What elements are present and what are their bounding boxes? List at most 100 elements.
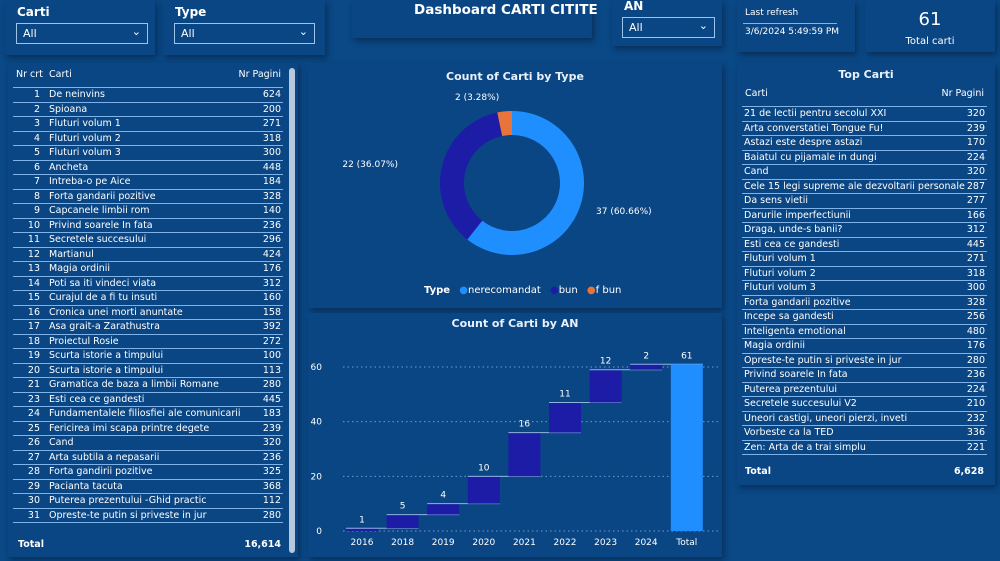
donut-slice-bun[interactable] (440, 112, 503, 240)
table-row[interactable]: Astazi este despre astazi 170 (742, 136, 987, 151)
table-row[interactable]: Incepe sa gandesti 256 (742, 310, 987, 325)
dropdown-value: All (181, 27, 195, 40)
legend-item-bun[interactable]: ●bun (549, 285, 578, 296)
type-dropdown[interactable]: All ⌄ (174, 23, 315, 44)
table-row[interactable]: 5 Fluturi volum 3 300 (13, 146, 283, 161)
bar-2018[interactable] (386, 514, 419, 529)
table-cell: Secretele succesului V2 (744, 398, 857, 409)
table-row[interactable]: Draga, unde-s banii? 312 (742, 223, 987, 238)
table-row[interactable]: Da sens vietii 277 (742, 194, 987, 209)
table-row[interactable]: Fluturi volum 1 271 (742, 252, 987, 267)
x-tick-label: 2021 (513, 538, 536, 548)
table-row[interactable]: 6 Ancheta 448 (13, 161, 283, 175)
table-row[interactable]: Vorbeste ca la TED 336 (742, 426, 987, 441)
scrollbar[interactable] (289, 68, 295, 553)
bar-Total[interactable] (670, 364, 703, 531)
an-dropdown[interactable]: All ⌄ (622, 17, 715, 38)
table-row[interactable]: 1 De neinvins 624 (13, 88, 283, 103)
table-row[interactable]: Opreste-te putin si priveste in jur 280 (742, 354, 987, 368)
table-row[interactable]: Magia ordinii 176 (742, 339, 987, 354)
bar-2022[interactable] (549, 402, 581, 433)
table-row[interactable]: 23 Esti cea ce gandesti 445 (13, 393, 283, 407)
table-cell: Draga, unde-s banii? (744, 224, 843, 235)
table-row[interactable]: Darurile imperfectiunii 166 (742, 209, 987, 223)
table-cell: Scurta istorie a timpului (49, 364, 164, 376)
slicer-label: Type (175, 5, 207, 19)
donut-slice-nerecomandat[interactable] (467, 111, 584, 256)
table-row[interactable]: Secretele succesului V2 210 (742, 397, 987, 412)
table-row[interactable]: 25 Fericirea imi scapa printre degete 239 (13, 422, 283, 436)
donut-slice-f-bun[interactable] (497, 111, 512, 137)
col-header-carti[interactable]: Carti (49, 69, 72, 80)
table-row[interactable]: 21 de lectii pentru secolul XXI 320 (742, 107, 987, 122)
legend-item-nerecomandat[interactable]: ●nerecomandat (459, 285, 541, 296)
table-row[interactable]: Arta converstatiei Tongue Fu! 239 (742, 122, 987, 136)
col-header-pagini[interactable]: Nr Pagini (238, 69, 282, 80)
x-tick-label: 2019 (432, 538, 455, 548)
table-row[interactable]: Esti cea ce gandesti 445 (742, 238, 987, 252)
legend-item-f-bun[interactable]: ●f bun (586, 285, 622, 296)
table-cell: 320 (262, 437, 281, 448)
table-row[interactable]: 16 Cronica unei morti anuntate 158 (13, 306, 283, 320)
bar-2023[interactable] (589, 369, 622, 403)
table-row[interactable]: 30 Puterea prezentului -Ghid practic 112 (13, 494, 283, 509)
x-tick-label: 2016 (351, 538, 374, 548)
table-row[interactable]: Forta gandarii pozitive 328 (742, 296, 987, 310)
table-row[interactable]: Baiatul cu pijamale in dungi 224 (742, 151, 987, 165)
table-cell: Scurta istorie a timpului (49, 350, 164, 361)
table-row[interactable]: 18 Proiectul Rosie 272 (13, 335, 283, 349)
table-row[interactable]: 9 Capcanele limbii rom 140 (13, 204, 283, 219)
table-cell: Curajul de a fi tu insuti (49, 292, 158, 303)
table-cell: Spioana (49, 103, 88, 115)
table-row[interactable]: Zen: Arta de a trai simplu 221 (742, 441, 987, 455)
table-row[interactable]: 28 Forta gandirii pozitive 325 (13, 465, 283, 480)
col-header-nr[interactable]: Nr crt (16, 69, 43, 80)
table-cell: Fluturi volum 3 (744, 282, 816, 293)
table-row[interactable]: Fluturi volum 2 318 (742, 267, 987, 281)
table-row[interactable]: 3 Fluturi volum 1 271 (13, 117, 283, 132)
table-row[interactable]: 13 Magia ordinii 176 (13, 262, 283, 277)
bar-2019[interactable] (427, 503, 460, 515)
carti-dropdown[interactable]: All ⌄ (16, 23, 148, 44)
table-cell: 236 (966, 369, 985, 380)
col-header-pagini[interactable]: Nr Pagini (941, 88, 985, 99)
table-row[interactable]: 27 Arta subtila a nepasarii 236 (13, 451, 283, 465)
table-row[interactable]: Cele 15 legi supreme ale dezvoltarii per… (742, 180, 987, 194)
table-row[interactable]: 10 Privind soarele In fata 236 (13, 219, 283, 233)
bar-2021[interactable] (508, 432, 541, 477)
table-row[interactable]: 24 Fundamentalele filiosfiei ale comunica… (13, 407, 283, 422)
data-label: 4 (440, 491, 446, 501)
type-donut-chart: Count of Carti by Type 37 (60.66%) 22 (36… (308, 63, 722, 308)
table-row[interactable]: 19 Scurta istorie a timpului 100 (13, 349, 283, 364)
table-cell: 300 (966, 282, 985, 293)
table-title: Top Carti (838, 68, 894, 81)
col-header-carti[interactable]: Carti (745, 88, 768, 99)
table-row[interactable]: 4 Fluturi volum 2 318 (13, 132, 283, 146)
table-row[interactable]: 14 Poti sa iti vindeci viata 312 (13, 277, 283, 291)
table-row[interactable]: Inteligenta emotional 480 (742, 325, 987, 339)
table-row[interactable]: 20 Scurta istorie a timpului 113 (13, 364, 283, 378)
table-row[interactable]: 17 Asa grait-a Zarathustra 392 (13, 320, 283, 335)
table-row[interactable]: 29 Pacianta tacuta 368 (13, 480, 283, 494)
table-row[interactable]: 2 Spioana 200 (13, 103, 283, 117)
table-row[interactable]: 12 Martianul 424 (13, 248, 283, 262)
bar-2024[interactable] (630, 364, 663, 370)
table-row[interactable]: 8 Forta gandarii pozitive 328 (13, 190, 283, 204)
table-row[interactable]: Cand 320 (742, 165, 987, 180)
table-cell: Zen: Arta de a trai simplu (744, 441, 866, 453)
table-row[interactable]: Fluturi volum 3 300 (742, 281, 987, 296)
table-row[interactable]: Puterea prezentului 224 (742, 383, 987, 397)
table-row[interactable]: 15 Curajul de a fi tu insuti 160 (13, 291, 283, 306)
table-cell: Proiectul Rosie (49, 335, 119, 347)
table-row[interactable]: Uneori castigi, uneori pierzi, inveti 232 (742, 412, 987, 426)
table-cell: 224 (966, 383, 985, 395)
table-row[interactable]: 31 Opreste-te putin si priveste in jur 280 (13, 509, 283, 523)
bar-2020[interactable] (467, 476, 500, 504)
table-row[interactable]: 11 Secretele succesului 296 (13, 233, 283, 248)
table-row[interactable]: 7 Intreba-o pe Aice 184 (13, 175, 283, 190)
table-row[interactable]: 26 Cand 320 (13, 436, 283, 451)
table-cell: 200 (262, 103, 281, 115)
bar-2016[interactable] (346, 528, 378, 531)
table-row[interactable]: Privind soarele In fata 236 (742, 368, 987, 383)
table-row[interactable]: 21 Gramatica de baza a limbii Romane 280 (13, 378, 283, 393)
